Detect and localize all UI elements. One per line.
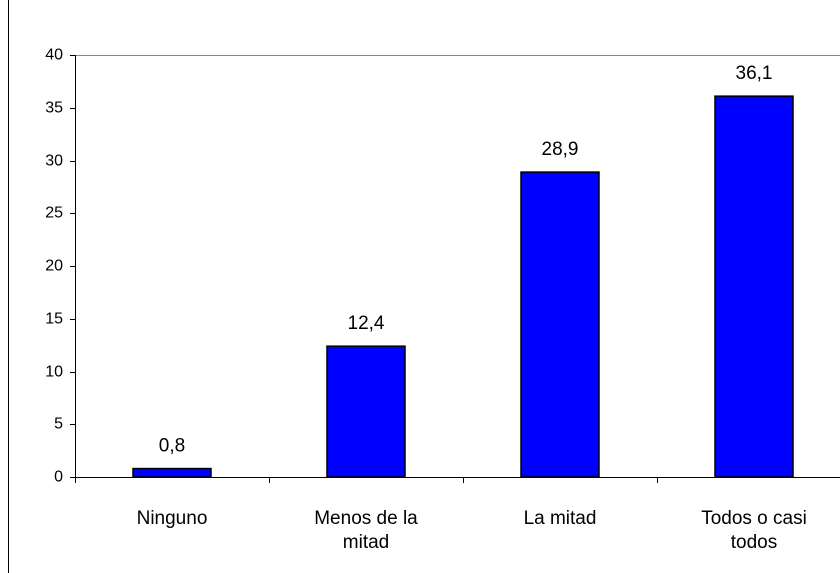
y-tick-label: 30: [45, 153, 63, 170]
y-tick-label: 40: [45, 47, 63, 64]
x-tick-label: Menos de la mitad: [314, 508, 418, 553]
value-label: 0,8: [159, 436, 185, 457]
bar: [132, 467, 212, 478]
x-tick-label: Todos o casi todos: [701, 508, 807, 553]
y-tick-label: 0: [54, 469, 63, 486]
y-tick-label: 10: [45, 364, 63, 381]
y-tick-label: 25: [45, 205, 63, 222]
value-label: 36,1: [736, 63, 773, 84]
bar: [714, 95, 794, 478]
x-tick-label: Ninguno: [136, 508, 208, 529]
value-label: 12,4: [348, 313, 385, 334]
bar: [326, 345, 406, 478]
value-label: 28,9: [542, 139, 579, 160]
y-tick-label: 5: [54, 416, 63, 433]
y-tick-label: 35: [45, 100, 63, 117]
x-tick-label: La mitad: [523, 508, 597, 529]
bar: [520, 171, 600, 478]
y-tick-label: 20: [45, 258, 63, 275]
y-tick-label: 15: [45, 311, 63, 328]
